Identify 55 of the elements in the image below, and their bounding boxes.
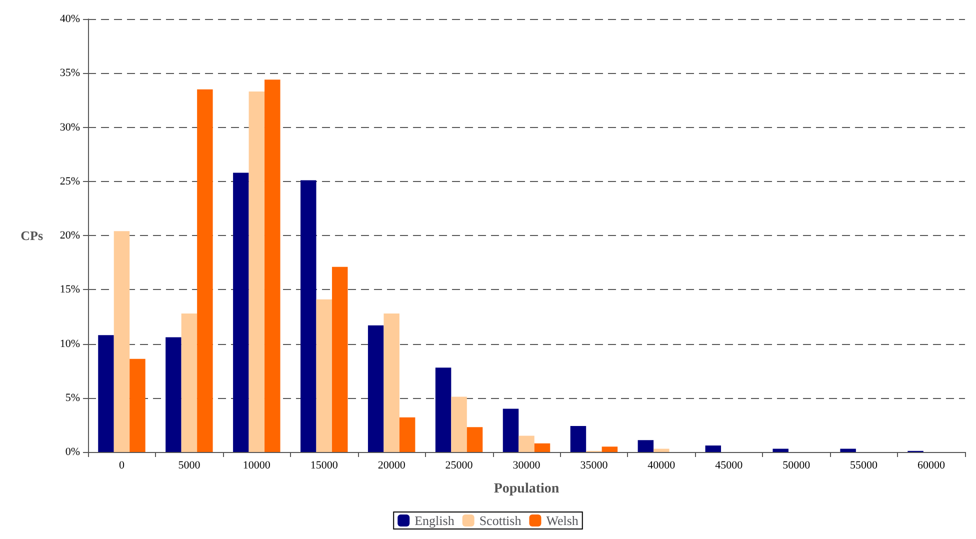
bar: [300, 180, 316, 452]
y-axis-title: CPs: [20, 228, 43, 243]
x-tick-label: 15000: [310, 460, 338, 472]
bar: [518, 436, 534, 452]
x-axis-title: Population: [494, 482, 560, 496]
x-tick-label: 50000: [782, 460, 811, 472]
x-tick-label: 35000: [580, 460, 608, 472]
bar: [654, 448, 670, 452]
y-tick-label: 35%: [60, 67, 80, 80]
bar: [451, 396, 467, 452]
y-tick-label: 5%: [65, 392, 80, 404]
bar: [466, 427, 483, 452]
x-tick-label: 10000: [242, 460, 271, 472]
x-tick-label: 60000: [918, 460, 946, 472]
bar: [772, 448, 788, 452]
x-tick-label: 5000: [178, 460, 201, 472]
bar: [166, 337, 182, 452]
bar: [570, 426, 586, 452]
bar: [114, 231, 130, 452]
legend-label: English: [414, 513, 455, 528]
bar: [384, 313, 400, 452]
legend-label: Scottish: [479, 513, 522, 528]
x-tick-label: 45000: [715, 460, 744, 472]
y-tick-label: 30%: [60, 121, 80, 134]
bar: [197, 89, 213, 452]
bar: [368, 325, 384, 452]
y-tick-label: 10%: [60, 338, 80, 350]
y-tick-label: 15%: [60, 284, 80, 296]
y-tick-label: 25%: [60, 175, 80, 188]
x-tick-label: 20000: [378, 460, 406, 472]
legend-label: Welsh: [546, 513, 579, 528]
x-tick-label: 30000: [512, 460, 541, 472]
bar: [98, 335, 114, 452]
x-tick-label: 55000: [850, 460, 878, 472]
x-tick-label: 0: [118, 460, 125, 472]
bar: [332, 266, 348, 452]
y-tick-label: 20%: [60, 230, 80, 242]
bar: [638, 440, 654, 452]
bar: [316, 299, 332, 452]
bar: [602, 446, 618, 452]
bar: [130, 358, 146, 452]
bar: [534, 443, 550, 452]
bar: [233, 172, 249, 452]
bar: [705, 446, 722, 452]
x-tick-label: 40000: [648, 460, 676, 472]
y-tick-label: 40%: [60, 13, 80, 25]
bar: [181, 313, 198, 452]
y-tick-label: 0%: [65, 446, 80, 458]
x-tick-label: 25000: [445, 460, 474, 472]
bar: [264, 80, 280, 452]
bar: [435, 368, 452, 452]
bar: [399, 417, 416, 452]
bar: [248, 92, 265, 452]
bar: [840, 448, 856, 452]
bar: [502, 408, 519, 452]
